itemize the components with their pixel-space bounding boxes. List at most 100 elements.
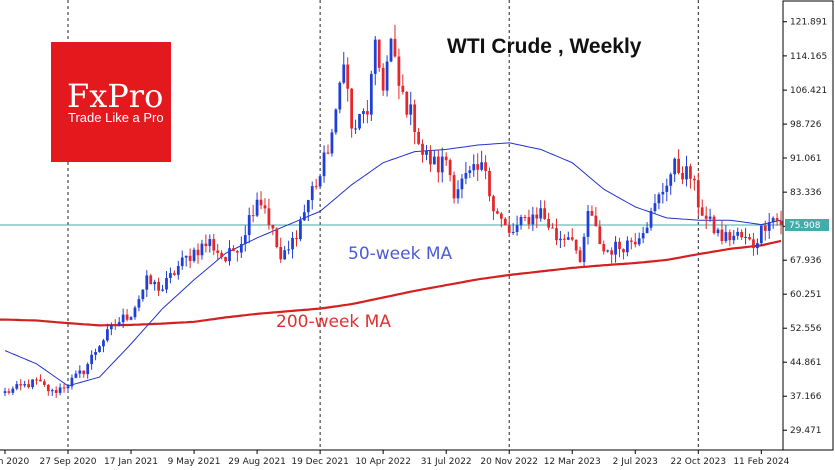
candle-body [602, 244, 606, 252]
current-price-tag: 75.908 [785, 218, 829, 231]
candle-body [472, 164, 476, 171]
logo-brand: FxPro [67, 77, 163, 115]
candle-body [58, 387, 62, 393]
candle-body [275, 228, 279, 247]
candle-body [11, 388, 15, 393]
candle-body [700, 207, 704, 216]
candle-body [610, 250, 614, 255]
candle-body [133, 307, 137, 318]
candle-body [366, 111, 369, 115]
candle-body [326, 152, 330, 154]
candle-body [299, 220, 302, 240]
candle-body [283, 250, 287, 260]
candle-body [3, 391, 7, 393]
candle-body [19, 384, 23, 386]
candle-body [405, 91, 409, 115]
x-tick-label: 10 Apr 2022 [355, 457, 411, 467]
candle-body [496, 211, 499, 214]
candle-body [681, 172, 684, 180]
candle-body [712, 216, 716, 234]
candle-body [484, 162, 487, 171]
candle-body [310, 186, 314, 201]
candle-body [385, 61, 389, 91]
candle-body [180, 257, 184, 267]
candle-body [413, 104, 417, 132]
candle-body [716, 229, 720, 234]
candle-body [744, 236, 747, 238]
candle-body [570, 237, 574, 240]
candle-body [15, 384, 19, 389]
x-axis: 7 Jun 2020 27 Sep 2020 17 Jan 2021 9 May 20… [0, 449, 790, 467]
candle-body [582, 236, 586, 262]
candle-body [82, 370, 86, 375]
candle-body [531, 214, 535, 225]
candle-body [696, 180, 700, 208]
candle-body [547, 218, 550, 228]
candle-body [342, 64, 346, 83]
candle-body [409, 104, 413, 115]
candle-body [673, 158, 677, 175]
candle-body [184, 255, 188, 258]
candle-body [775, 218, 779, 221]
candle-body [113, 324, 117, 326]
candle-body [645, 227, 649, 234]
candle-body [767, 222, 771, 231]
candle-body [503, 218, 507, 226]
candle-body [200, 243, 204, 256]
current-price-tag-label: 75.908 [789, 221, 821, 231]
candle-body [476, 164, 480, 170]
candle-body [350, 88, 354, 129]
candle-body [7, 391, 11, 393]
candle-body [271, 224, 275, 229]
candle-body [480, 162, 484, 170]
candle-body [641, 233, 645, 239]
candle-body [62, 387, 66, 389]
x-tick-label: 27 Sep 2020 [39, 457, 96, 467]
candle-body [188, 255, 192, 261]
candle-body [756, 243, 759, 249]
candle-body [267, 208, 271, 225]
candle-body [492, 196, 495, 212]
candle-body [590, 211, 594, 216]
y-tick-label: 44.861 [790, 358, 822, 368]
candle-body [633, 241, 637, 245]
candle-body [594, 215, 598, 227]
candle-body [555, 228, 558, 241]
candle-body [66, 386, 70, 389]
x-tick-label: 9 May 2021 [168, 457, 221, 467]
candle-body [389, 38, 393, 62]
candle-body [432, 156, 436, 165]
candle-body [728, 232, 732, 241]
candle-body [440, 156, 444, 173]
candle-body [626, 240, 629, 253]
candle-body [102, 340, 105, 347]
candle-body [527, 217, 531, 225]
candle-body [279, 247, 283, 260]
candle-body [208, 239, 212, 247]
candle-body [566, 237, 570, 240]
candle-body [157, 281, 160, 291]
candle-body [224, 257, 227, 262]
candle-body [31, 379, 34, 388]
candle-body [771, 218, 775, 223]
candle-body [176, 266, 180, 275]
candle-body [649, 211, 653, 228]
candle-body [452, 175, 456, 199]
candle-body [578, 250, 582, 262]
candle-body [228, 248, 231, 262]
candle-body [236, 251, 239, 253]
candle-body [448, 160, 452, 176]
y-tick-label: 106.421 [790, 86, 827, 96]
candle-body [109, 324, 113, 330]
candle-body [145, 275, 149, 290]
candle-body [622, 249, 625, 253]
candle-body [456, 189, 460, 199]
candle-body [657, 194, 661, 204]
candle-body [302, 212, 306, 221]
y-tick-label: 52.556 [790, 324, 822, 334]
candle-body [468, 170, 472, 174]
x-tick-label: 11 Feb 2024 [733, 457, 789, 467]
candle-body [488, 170, 491, 197]
candle-body [306, 200, 310, 213]
